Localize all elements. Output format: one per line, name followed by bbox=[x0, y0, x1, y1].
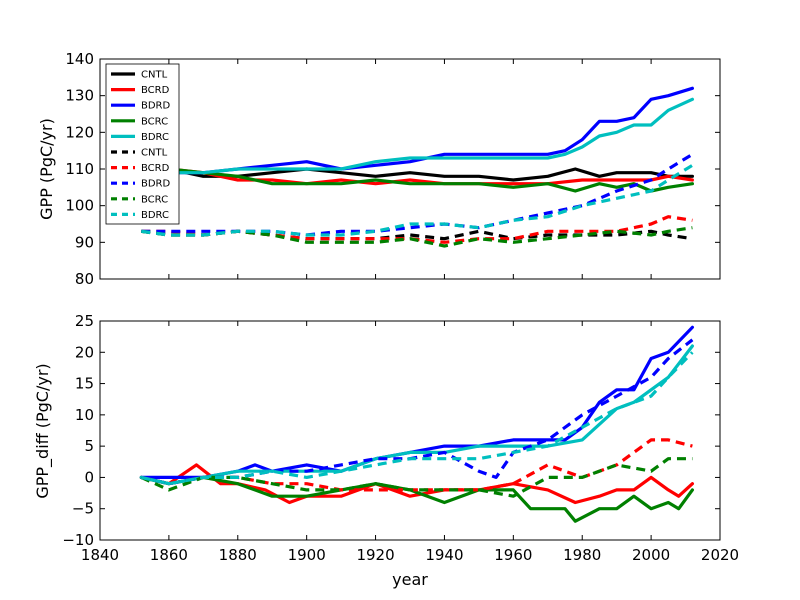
legend-label-bdrc-solid: BDRC bbox=[141, 132, 169, 143]
gpp-ytick-label: 100 bbox=[65, 197, 94, 215]
gpp-diff-ytick-label: −5 bbox=[72, 500, 94, 518]
legend-label-bdrd-dashed: BDRD bbox=[141, 179, 171, 190]
legend-label-bcrd-dashed: BCRD bbox=[141, 163, 170, 174]
gpp-series-group bbox=[139, 86, 695, 248]
gpp-series-bdrc-dashed bbox=[141, 163, 694, 237]
gpp-diff-series-group bbox=[139, 325, 695, 523]
gpp-diff-xtick-label: 1860 bbox=[150, 546, 188, 564]
gpp-diff-xtick-label: 1900 bbox=[288, 546, 326, 564]
x-axis-label: year bbox=[392, 570, 428, 589]
gpp-ytick-label: 110 bbox=[65, 160, 94, 178]
legend-label-cntl-solid: CNTL bbox=[141, 70, 168, 81]
gpp-series-bcrc-solid bbox=[139, 167, 695, 193]
gpp-ytick-label: 90 bbox=[75, 233, 94, 251]
gpp-diff-ytick-label: 0 bbox=[84, 468, 94, 486]
gpp-series-bcrd-solid bbox=[139, 167, 695, 186]
gpp-diff-xtick-label: 1960 bbox=[494, 546, 532, 564]
gpp-diff-ytick-label: 20 bbox=[75, 343, 94, 361]
gpp-diff-panel: −10 −5 0 5 10 15 20 25 1840 1860 1880 1900 1920 1940 1… bbox=[33, 312, 739, 589]
gpp-diff-series-bcrc-solid bbox=[139, 475, 695, 523]
legend-label-bdrd-solid: BDRD bbox=[141, 101, 171, 112]
gpp-ytick-label: 80 bbox=[75, 270, 94, 288]
gpp-diff-ticks: −10 −5 0 5 10 15 20 25 1840 1860 1880 1900 1920 1940 1… bbox=[62, 312, 739, 564]
gpp-diff-axes-frame bbox=[99, 320, 721, 541]
gpp-diff-ytick-label: 10 bbox=[75, 406, 94, 424]
gpp-diff-xtick-label: 2000 bbox=[632, 546, 670, 564]
gpp-diff-ytick-label: 15 bbox=[75, 375, 94, 393]
gpp-diff-ytick-label: −10 bbox=[62, 531, 94, 549]
gpp-diff-xtick-label: 1940 bbox=[425, 546, 463, 564]
gpp-diff-ytick-label: 25 bbox=[75, 312, 94, 330]
gpp-diff-ylabel: GPP_diff (PgC/yr) bbox=[33, 363, 53, 498]
legend: CNTL BCRD BDRD BCRC BDRC CNTL BCRD BDRD BCRC BDRC bbox=[105, 63, 180, 225]
legend-label-bcrc-solid: BCRC bbox=[141, 116, 168, 127]
gpp-ylabel: GPP (PgC/yr) bbox=[37, 118, 56, 220]
legend-label-cntl-dashed: CNTL bbox=[141, 148, 168, 159]
gpp-diff-series-bdrc-dashed bbox=[140, 351, 694, 486]
gpp-diff-xtick-label: 1980 bbox=[563, 546, 601, 564]
gpp-ticks: 80 90 100 110 120 130 140 bbox=[65, 50, 721, 288]
gpp-panel: 80 90 100 110 120 130 140 GPP (PgC/yr) CNTL BCR… bbox=[37, 50, 721, 288]
gpp-diff-xtick-label: 1880 bbox=[219, 546, 257, 564]
legend-label-bcrd-solid: BCRD bbox=[141, 85, 170, 96]
gpp-diff-ytick-label: 5 bbox=[84, 437, 94, 455]
legend-label-bdrc-dashed: BDRC bbox=[141, 210, 169, 221]
gpp-ytick-label: 140 bbox=[65, 50, 94, 68]
gpp-diff-xtick-label: 1920 bbox=[356, 546, 394, 564]
legend-entries: CNTL BCRD BDRD BCRC BDRC CNTL BCRD BDRD BCRC BDRC bbox=[111, 70, 171, 221]
gpp-diff-xtick-label: 2020 bbox=[701, 546, 739, 564]
legend-label-bcrc-dashed: BCRC bbox=[141, 194, 168, 205]
gpp-ytick-label: 120 bbox=[65, 123, 94, 141]
gpp-series-bdrc-solid bbox=[139, 97, 695, 178]
gpp-ytick-label: 130 bbox=[65, 87, 94, 105]
gpp-diff-xtick-label: 1840 bbox=[81, 546, 119, 564]
